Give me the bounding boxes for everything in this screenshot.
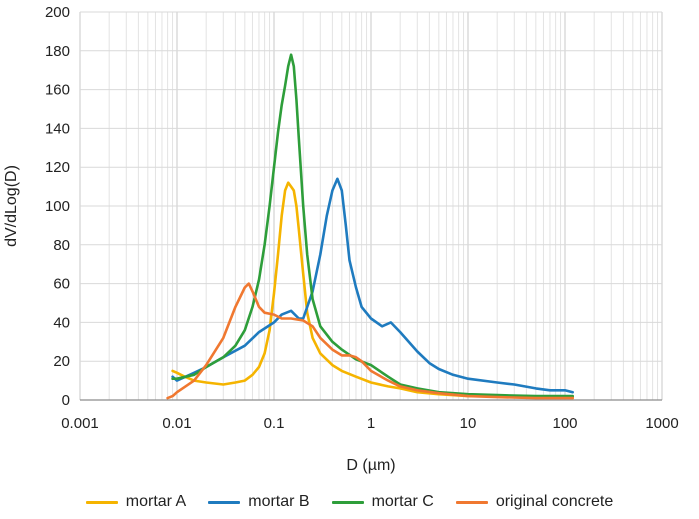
y-tick-label: 0 bbox=[62, 392, 70, 409]
grid-layer bbox=[79, 11, 663, 400]
x-tick-label: 1 bbox=[367, 415, 375, 432]
series-line-mortar-a bbox=[171, 181, 574, 399]
series-line-mortar-c bbox=[171, 53, 574, 398]
legend-item-mortar-a: mortar A bbox=[85, 493, 187, 511]
x-tick-label: 0.01 bbox=[162, 415, 191, 432]
label-layer: 0.001 0.01 0.1 1 10 100 1000 0 20 40 60 80 100 120 140… bbox=[45, 4, 679, 432]
x-axis-title: D (µm) bbox=[346, 457, 395, 474]
y-tick-label: 60 bbox=[53, 276, 70, 293]
legend-label: mortar C bbox=[371, 493, 434, 510]
y-tick-label: 140 bbox=[45, 120, 70, 137]
legend-item-mortar-c: mortar C bbox=[331, 493, 434, 511]
series-line-original-concrete bbox=[166, 282, 574, 400]
legend-swatch bbox=[331, 500, 364, 504]
y-tick-label: 180 bbox=[45, 43, 70, 60]
legend-item-mortar-b: mortar B bbox=[208, 493, 310, 511]
x-tick-label: 100 bbox=[552, 415, 577, 432]
y-tick-label: 20 bbox=[53, 353, 70, 370]
legend-item-original-concrete: original concrete bbox=[455, 493, 614, 511]
chart: 0.001 0.01 0.1 1 10 100 1000 0 20 40 60 80 100 120 140… bbox=[3, 4, 679, 474]
x-tick-label: 0.1 bbox=[264, 415, 285, 432]
legend: mortar A mortar B mortar C original concret… bbox=[0, 488, 699, 516]
legend-label: mortar B bbox=[248, 493, 310, 510]
y-tick-label: 80 bbox=[53, 237, 70, 254]
x-tick-label: 10 bbox=[460, 415, 477, 432]
legend-swatch bbox=[208, 500, 241, 504]
legend-label: original concrete bbox=[495, 493, 614, 510]
y-tick-label: 200 bbox=[45, 4, 70, 21]
y-tick-label: 160 bbox=[45, 82, 70, 99]
x-tick-label: 1000 bbox=[645, 415, 678, 432]
legend-swatch bbox=[85, 500, 118, 504]
y-tick-label: 40 bbox=[53, 314, 70, 331]
legend-label: mortar A bbox=[125, 493, 187, 510]
x-tick-label: 0.001 bbox=[61, 415, 99, 432]
legend-swatch bbox=[455, 500, 488, 504]
y-axis-title: dV/dLog(D) bbox=[3, 165, 20, 247]
y-tick-label: 100 bbox=[45, 198, 70, 215]
series-line-mortar-b bbox=[171, 177, 574, 394]
y-tick-label: 120 bbox=[45, 159, 70, 176]
series-layer bbox=[166, 53, 574, 400]
